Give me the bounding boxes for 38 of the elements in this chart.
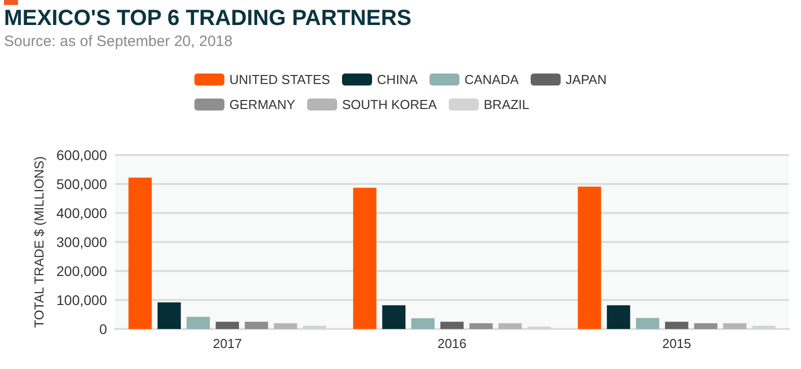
y-tick-label: 300,000 <box>56 234 108 250</box>
y-tick-label: 400,000 <box>56 205 108 221</box>
bar <box>694 323 718 329</box>
legend-label: CHINA <box>377 72 418 87</box>
x-tick-label: 2016 <box>438 336 466 351</box>
bar <box>274 323 298 329</box>
legend-label: SOUTH KOREA <box>342 97 438 112</box>
y-tick-label: 100,000 <box>56 292 108 308</box>
y-tick-label: 600,000 <box>56 147 108 163</box>
y-axis-title: TOTAL TRADE $ (MILLIONS) <box>31 156 46 328</box>
bar <box>216 322 239 329</box>
bar <box>128 178 152 329</box>
legend-label: BRAZIL <box>484 97 530 112</box>
bar <box>158 302 181 329</box>
bar <box>469 323 493 329</box>
legend-label: UNITED STATES <box>229 72 330 87</box>
x-tick-label: 2017 <box>212 336 242 351</box>
bar <box>723 323 746 329</box>
bar <box>440 322 464 329</box>
bar <box>636 318 660 329</box>
chart-subtitle: Source: as of September 20, 2018 <box>4 33 232 50</box>
bar <box>411 318 435 329</box>
bar <box>665 322 688 329</box>
y-tick-label: 500,000 <box>56 176 108 192</box>
bar <box>244 322 268 329</box>
y-tick-label: 200,000 <box>56 263 108 279</box>
bar <box>578 186 602 329</box>
chart-title: MEXICO'S TOP 6 TRADING PARTNERS <box>4 5 412 31</box>
bar <box>353 188 376 329</box>
x-tick-label: 2015 <box>662 336 692 351</box>
legend-label: GERMANY <box>229 97 296 112</box>
bar <box>498 323 522 329</box>
bar <box>606 305 630 329</box>
legend-label: JAPAN <box>566 72 607 87</box>
bar <box>382 305 406 329</box>
legend-label: CANADA <box>464 72 519 87</box>
y-tick-label: 0 <box>99 321 108 337</box>
bar <box>186 316 210 329</box>
